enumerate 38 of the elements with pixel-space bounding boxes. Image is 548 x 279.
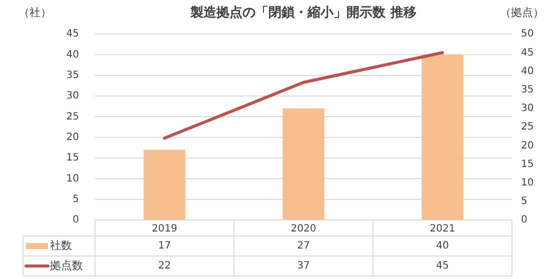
data-label: 27 <box>297 240 310 252</box>
bar <box>144 150 186 220</box>
x-tick-label: 2020 <box>290 224 316 235</box>
y-tick-label: 40 <box>66 49 79 60</box>
y2-tick-label: 30 <box>521 103 534 114</box>
y-tick-label: 5 <box>72 194 79 206</box>
x-tick-label: 2021 <box>430 224 456 235</box>
data-label: 17 <box>158 240 171 252</box>
y2-tick-label: 35 <box>521 84 534 96</box>
chart-title: 製造拠点の「閉鎖・縮小」開示数 推移 <box>190 4 416 21</box>
bar <box>422 54 464 220</box>
y2-tick-label: 15 <box>521 158 534 170</box>
y-tick-label: 45 <box>66 28 79 40</box>
legend-label: 拠点数 <box>50 259 83 272</box>
y-tick-label: 20 <box>66 132 79 144</box>
data-label: 37 <box>297 260 310 272</box>
y2-axis-title: （拠点） <box>500 6 544 20</box>
data-label: 45 <box>436 260 449 272</box>
y2-tick-label: 45 <box>521 47 534 58</box>
y-tick-label: 0 <box>72 214 79 226</box>
data-label: 40 <box>436 240 449 252</box>
y2-tick-label: 20 <box>521 140 534 152</box>
y-tick-label: 35 <box>66 70 79 82</box>
y2-tick-label: 0 <box>521 214 528 226</box>
y-tick-label: 10 <box>66 173 79 184</box>
y2-tick-label: 5 <box>521 196 528 208</box>
y-tick-label: 15 <box>66 152 79 164</box>
y2-tick-label: 25 <box>521 122 534 133</box>
y2-tick-label: 10 <box>521 178 534 189</box>
y2-tick-label: 40 <box>521 66 534 77</box>
x-tick-label: 2019 <box>152 224 178 235</box>
y-axis-title: （社） <box>18 6 52 20</box>
data-label: 22 <box>158 260 171 272</box>
bar <box>282 108 324 220</box>
y-tick-label: 30 <box>66 90 79 102</box>
legend-label: 社数 <box>50 239 72 252</box>
y2-tick-label: 50 <box>521 28 534 40</box>
y-tick-label: 25 <box>66 111 79 122</box>
